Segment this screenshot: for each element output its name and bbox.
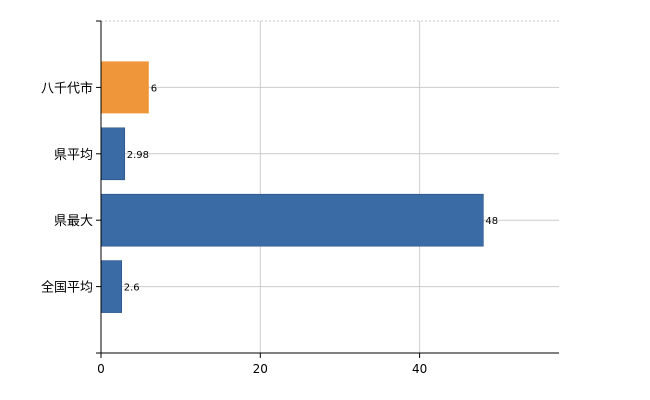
category-label-1: 県平均: [54, 148, 93, 163]
bar-2: [100, 193, 484, 247]
x-tick-label-0: 0: [97, 362, 105, 376]
bar-0: [101, 61, 149, 114]
x-tick-label-2: 40: [412, 362, 427, 376]
category-label-2: 県最大: [54, 214, 93, 229]
data-label-0: 6: [151, 83, 157, 94]
x-tick-label-1: 20: [253, 362, 268, 376]
data-label-3: 2.6: [124, 283, 140, 294]
data-label-1: 2.98: [127, 150, 149, 161]
category-label-3: 全国平均: [41, 280, 93, 296]
category-label-0: 八千代市: [41, 80, 93, 96]
grid-lines: [101, 20, 559, 353]
bar-1: [100, 127, 126, 181]
data-label-2: 48: [485, 216, 498, 227]
bars: [100, 61, 484, 313]
labels: 6 八千代市 2.98 県平均 48 県最大 2.6 全国平均 0 20 40: [41, 80, 498, 376]
bar-3: [100, 260, 123, 313]
axes: [96, 20, 559, 358]
